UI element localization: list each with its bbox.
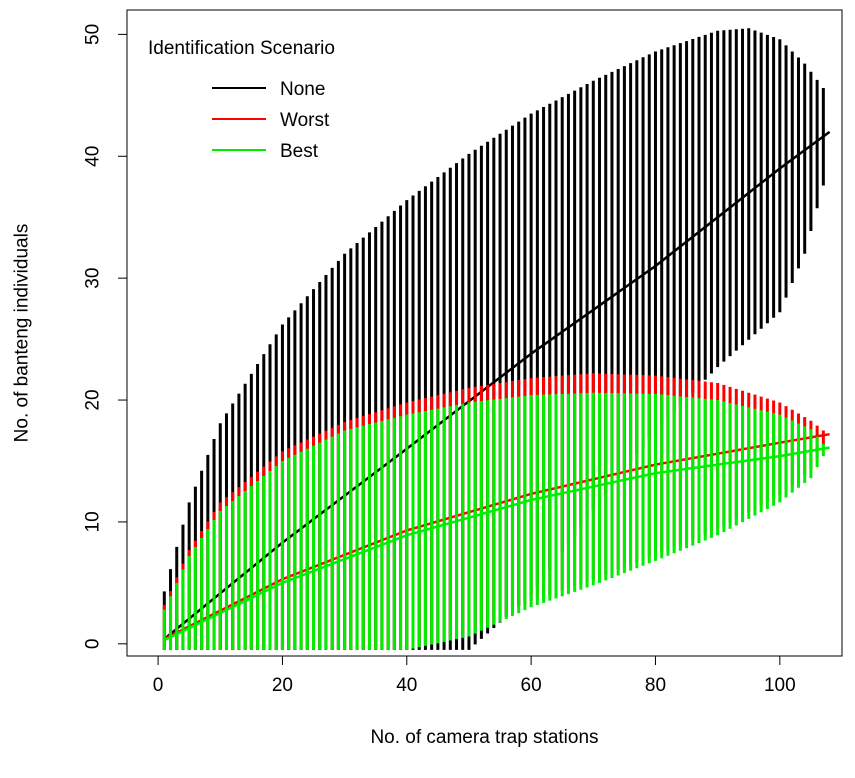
legend-label-none: None bbox=[280, 79, 325, 100]
series-best bbox=[162, 392, 830, 650]
plot-frame bbox=[126, 9, 843, 657]
y-tick-label: 0 bbox=[83, 639, 104, 650]
y-axis: 0 10 20 30 40 50 bbox=[83, 24, 128, 649]
y-tick-label: 50 bbox=[83, 24, 104, 45]
legend: Identification Scenario None Worst Best bbox=[148, 38, 335, 162]
x-tick-label: 80 bbox=[645, 675, 666, 696]
mean-line-best bbox=[163, 446, 830, 642]
y-tick-label: 30 bbox=[83, 268, 104, 289]
x-tick-label: 40 bbox=[396, 675, 417, 696]
y-tick-label: 20 bbox=[83, 389, 104, 410]
x-tick-label: 0 bbox=[153, 675, 164, 696]
x-axis-label: No. of camera trap stations bbox=[370, 727, 598, 748]
series-layer bbox=[162, 28, 831, 650]
x-tick-label: 60 bbox=[521, 675, 542, 696]
y-tick-label: 10 bbox=[83, 511, 104, 532]
x-tick-label: 100 bbox=[764, 675, 796, 696]
y-axis-label: No. of banteng individuals bbox=[12, 224, 33, 443]
legend-title: Identification Scenario bbox=[148, 38, 335, 59]
x-axis: 0 20 40 60 80 100 bbox=[153, 655, 796, 696]
x-tick-label: 20 bbox=[272, 675, 293, 696]
legend-label-best: Best bbox=[280, 141, 319, 162]
y-tick-label: 40 bbox=[83, 146, 104, 167]
legend-label-worst: Worst bbox=[280, 110, 330, 131]
